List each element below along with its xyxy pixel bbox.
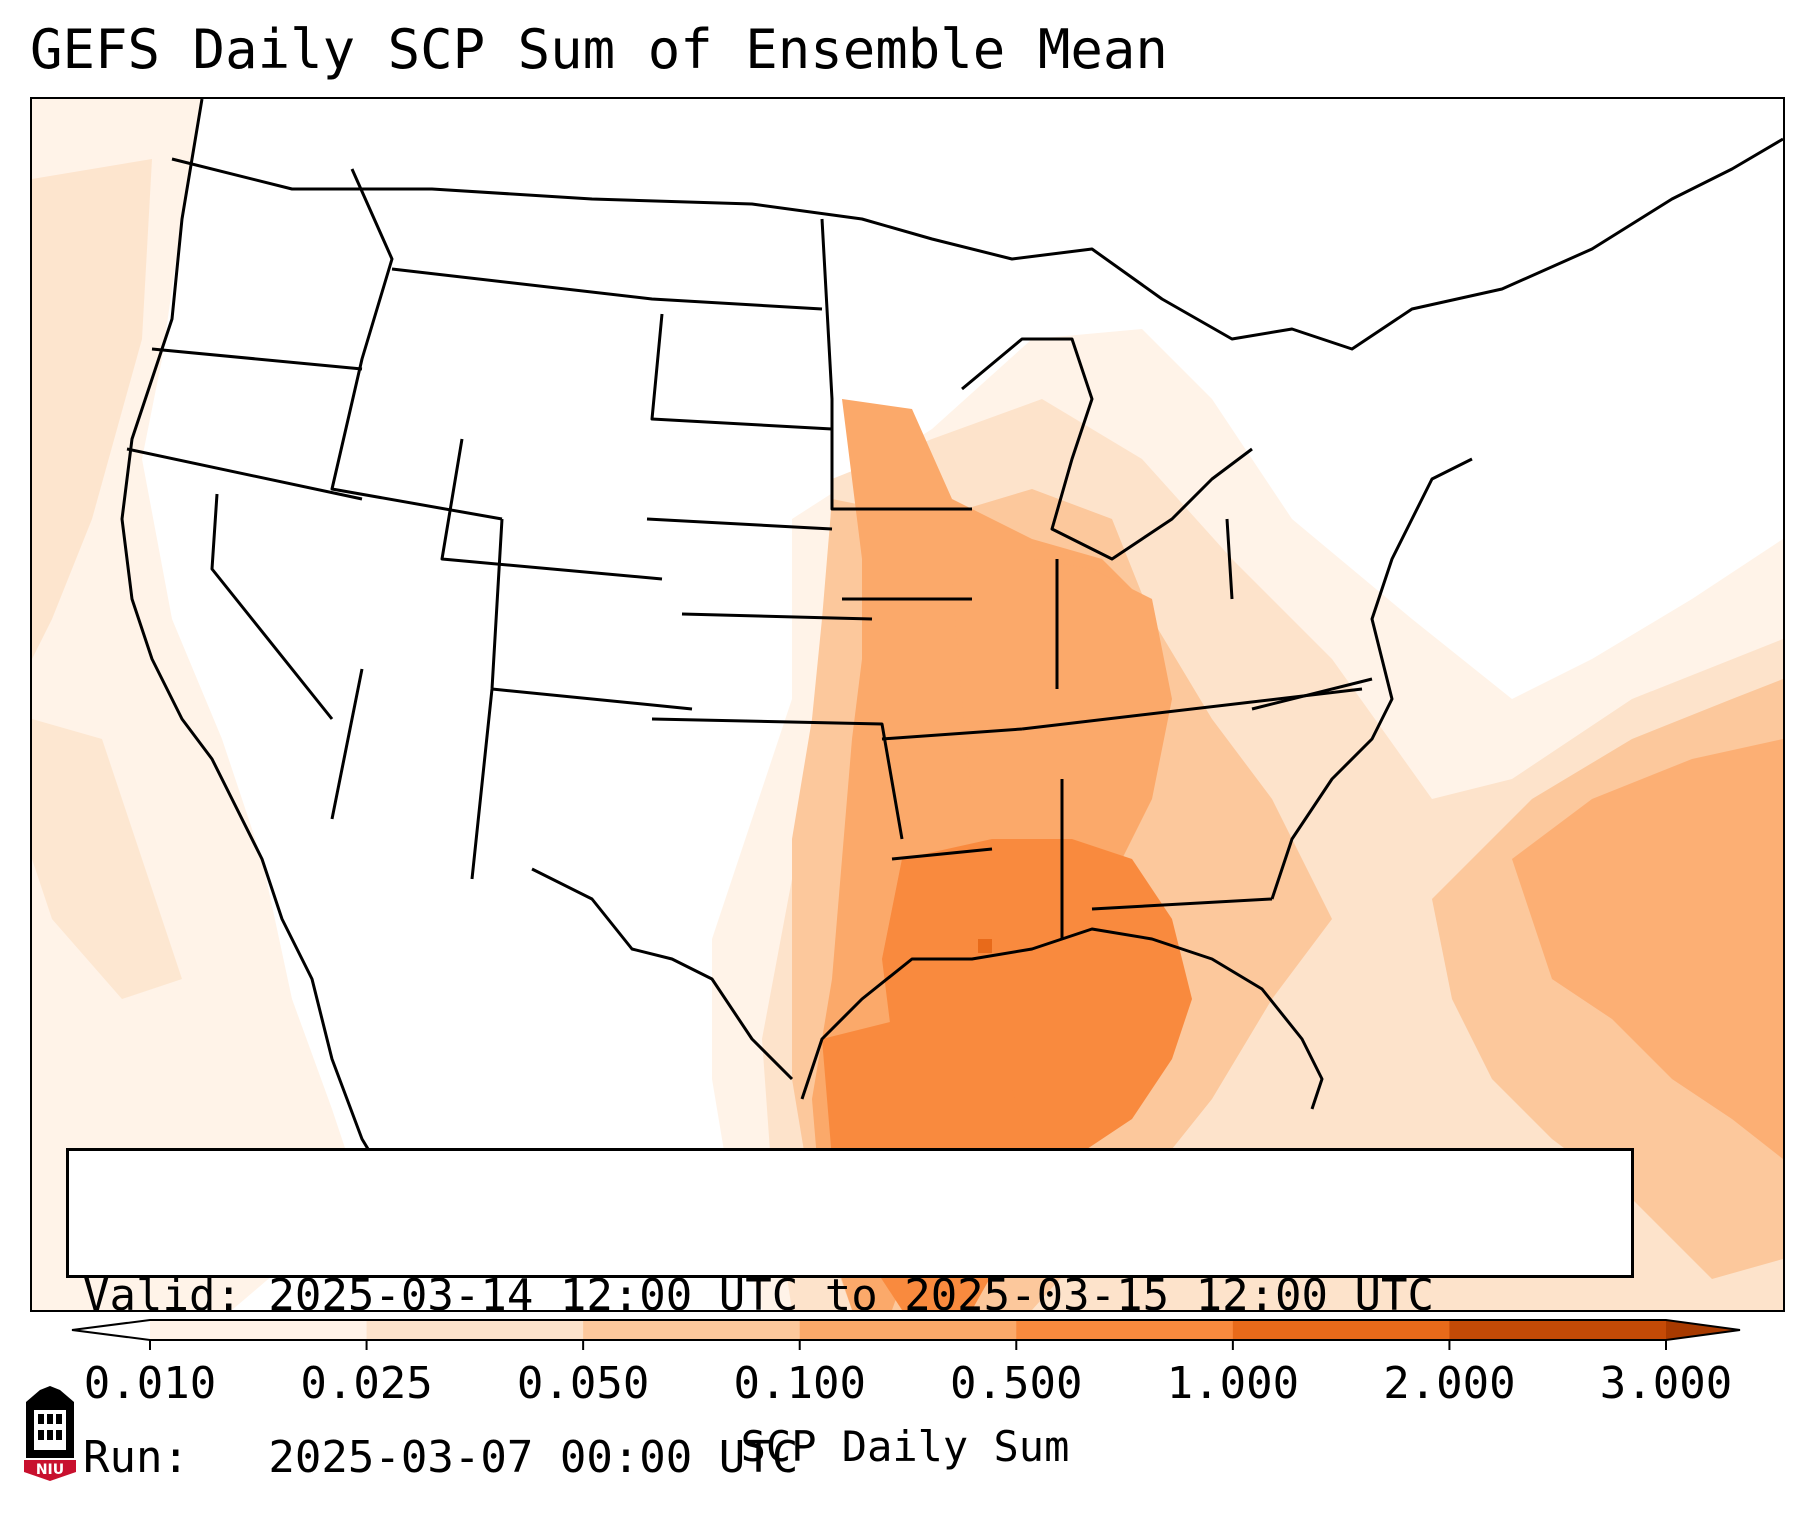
ks-ok xyxy=(681,612,873,621)
colorbar-tick-label: 3.000 xyxy=(1599,1358,1733,1409)
colorbar-segment xyxy=(366,1320,584,1340)
colorbar-segment xyxy=(1016,1320,1234,1340)
us-outline xyxy=(120,99,394,1190)
wy-co xyxy=(440,438,663,581)
colorbar-segment xyxy=(1449,1320,1667,1340)
az-nm xyxy=(330,668,364,820)
sd-nd xyxy=(650,313,833,431)
ne-ks xyxy=(646,517,833,531)
run-time-text: Run: 2025-03-07 00:00 UTC xyxy=(83,1432,799,1483)
valid-time-text: Valid: 2025-03-14 12:00 UTC to 2025-03-1… xyxy=(83,1270,1435,1321)
co-nm xyxy=(491,687,693,711)
ar-la xyxy=(891,847,993,861)
mt-wy xyxy=(391,267,823,311)
colorbar-outline xyxy=(71,1319,1741,1341)
shading-mid2-ocean xyxy=(1512,739,1783,1159)
page-title: GEFS Daily SCP Sum of Ensemble Mean xyxy=(30,18,1168,81)
canada-border xyxy=(171,137,1783,351)
state-boundaries xyxy=(120,99,1783,1190)
shading-pacific-light3 xyxy=(32,719,182,999)
shading-mid2-b xyxy=(952,559,1172,919)
colorbar-tick-label: 2.000 xyxy=(1383,1358,1516,1409)
colorbar-extend-max xyxy=(1666,1320,1740,1340)
or-ca-nv xyxy=(126,447,363,501)
id-wy-mt xyxy=(330,168,503,521)
ca-nv xyxy=(210,493,334,720)
scp-map xyxy=(32,99,1783,1310)
atlantic-coast xyxy=(1270,457,1473,900)
mo-ar xyxy=(881,727,1023,741)
logo-text: NIU xyxy=(36,1462,64,1478)
niu-logo: NIU xyxy=(24,1386,76,1481)
colorbar-tick-label: 0.500 xyxy=(950,1358,1083,1409)
colorbar-segment xyxy=(799,1320,1017,1340)
colorbar-tick-label: 1.000 xyxy=(1166,1358,1300,1409)
great-lakes xyxy=(961,337,1253,561)
validity-info-box: Valid: 2025-03-14 12:00 UTC to 2025-03-1… xyxy=(66,1148,1634,1483)
colorbar-tick-label: 0.010 xyxy=(83,1358,217,1409)
colorbar-segment xyxy=(583,1320,801,1340)
map-panel xyxy=(30,97,1785,1312)
tx-mex xyxy=(531,867,794,1081)
scp-shading xyxy=(32,99,1783,1310)
colorbar-segment xyxy=(1232,1320,1450,1340)
va-nc xyxy=(1251,677,1373,711)
wa-or xyxy=(151,347,363,371)
ok-tx xyxy=(651,717,904,840)
colorbar-tick-label: 0.025 xyxy=(300,1358,433,1409)
colorbar xyxy=(71,1319,1741,1350)
colorbar-extend-min xyxy=(72,1320,150,1340)
ut-co-az-nm xyxy=(470,518,504,880)
mn-ia xyxy=(820,218,972,511)
gulf-coast xyxy=(800,927,1324,1110)
colorbar-tick-label: 0.050 xyxy=(516,1358,650,1409)
colorbar-tick-label: 0.100 xyxy=(733,1358,866,1409)
shading-pacific-light2 xyxy=(32,159,152,659)
colorbar-title: SCP Daily Sum xyxy=(740,1422,1070,1471)
ga-fl xyxy=(1091,897,1273,911)
oh-pa xyxy=(1225,518,1234,600)
colorbar-segment xyxy=(150,1320,368,1340)
shading-darker xyxy=(978,939,992,953)
